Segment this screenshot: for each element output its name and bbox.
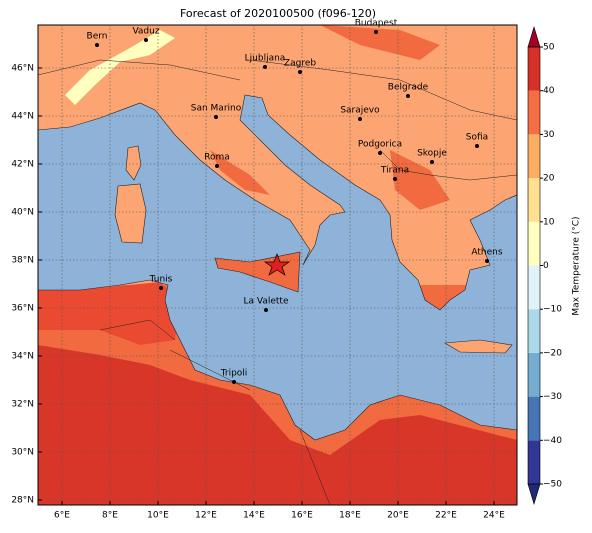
land-warm [210, 150, 450, 210]
lon-label: 8°E [102, 511, 118, 521]
colorbar-tick-label: 20 [543, 174, 555, 184]
colorbar-tick-label: −30 [543, 392, 562, 402]
colorbar-segment [528, 440, 540, 484]
lon-label: 16°E [291, 511, 313, 521]
city-dot [406, 94, 410, 98]
colorbar-over [527, 25, 541, 48]
colorbar-segment [528, 396, 540, 441]
city-label: Vaduz [132, 27, 159, 37]
lon-label: 14°E [243, 511, 265, 521]
lon-label: 6°E [54, 511, 70, 521]
colorbar-tick-label: −20 [543, 348, 562, 358]
island [444, 339, 513, 354]
city-label: Tunis [149, 275, 173, 285]
city-label: Belgrade [388, 83, 429, 93]
land-hot [38, 280, 180, 345]
land-warm [320, 25, 440, 60]
city-dot [374, 30, 378, 34]
lat-label: 28°N [11, 496, 34, 506]
city-dot [159, 286, 163, 290]
colorbar-segment [528, 47, 540, 91]
city-dot [430, 160, 434, 164]
lat-label: 38°N [11, 256, 34, 266]
lat-label: 42°N [11, 160, 34, 170]
colorbar-tick-label: −40 [543, 436, 562, 446]
city-label: Athens [471, 248, 502, 258]
city-label: Skopje [417, 149, 447, 159]
city-dot [378, 151, 382, 155]
city-dot [214, 115, 218, 119]
city-dot [232, 380, 236, 384]
colorbar-segment [528, 90, 540, 135]
colorbar-label: Max Temperature (°C) [572, 216, 582, 315]
city-label: Bern [87, 32, 108, 42]
city-label: Tirana [380, 166, 409, 176]
map-title: Forecast of 2020100500 (f096-120) [180, 7, 376, 20]
colorbar-tick-label: 30 [543, 130, 555, 140]
city-dot [95, 43, 99, 47]
city-dot [358, 117, 362, 121]
colorbar-segment [528, 309, 540, 353]
island [114, 183, 147, 244]
lat-label: 46°N [11, 64, 34, 74]
colorbar-tick-label: −10 [543, 305, 562, 315]
city-dot [215, 164, 219, 168]
colorbar-segment [528, 178, 540, 222]
map-frame [37, 24, 518, 506]
colorbar-tick-label: 10 [543, 217, 555, 227]
lat-label: 36°N [11, 304, 34, 314]
colorbar-under [527, 483, 541, 506]
city-label: Budapest [355, 19, 398, 29]
colorbar-segment [528, 134, 540, 179]
colorbar-tick-label: −50 [543, 480, 562, 490]
colorbar-tick-label: 0 [543, 261, 549, 271]
city-dot [475, 144, 479, 148]
lon-label: 12°E [195, 511, 217, 521]
city-dot [263, 65, 267, 69]
city-label: Ljubljana [245, 54, 286, 64]
city-label: Sofia [466, 133, 488, 143]
city-label: Sarajevo [340, 106, 380, 116]
city-label: Podgorica [358, 140, 402, 150]
lat-label: 32°N [11, 400, 34, 410]
island [125, 145, 142, 181]
lon-label: 20°E [387, 511, 409, 521]
land-hot [38, 345, 517, 505]
lat-label: 34°N [11, 352, 34, 362]
city-dot [485, 259, 489, 263]
lat-label: 30°N [11, 448, 34, 458]
lat-label: 44°N [11, 112, 34, 122]
lon-label: 18°E [339, 511, 361, 521]
city-label: Roma [204, 153, 230, 163]
colorbar-tick-label: 50 [543, 43, 555, 53]
colorbar-segment [528, 265, 540, 310]
lon-label: 24°E [483, 511, 505, 521]
city-label: San Marino [191, 104, 242, 114]
city-dot [298, 70, 302, 74]
land-cool [65, 30, 175, 105]
lat-label: 40°N [11, 208, 34, 218]
colorbar-segment [528, 352, 540, 397]
city-dot [393, 177, 397, 181]
star-marker [263, 253, 291, 276]
city-dot [264, 308, 268, 312]
colorbar-segment [528, 221, 540, 266]
border [38, 59, 517, 505]
lon-label: 22°E [435, 511, 457, 521]
city-label: Zagreb [284, 59, 316, 69]
city-dot [144, 38, 148, 42]
city-label: Tripoli [220, 369, 248, 379]
lon-label: 10°E [147, 511, 169, 521]
colorbar-tick-label: 40 [543, 86, 555, 96]
city-label: La Valette [244, 297, 289, 307]
